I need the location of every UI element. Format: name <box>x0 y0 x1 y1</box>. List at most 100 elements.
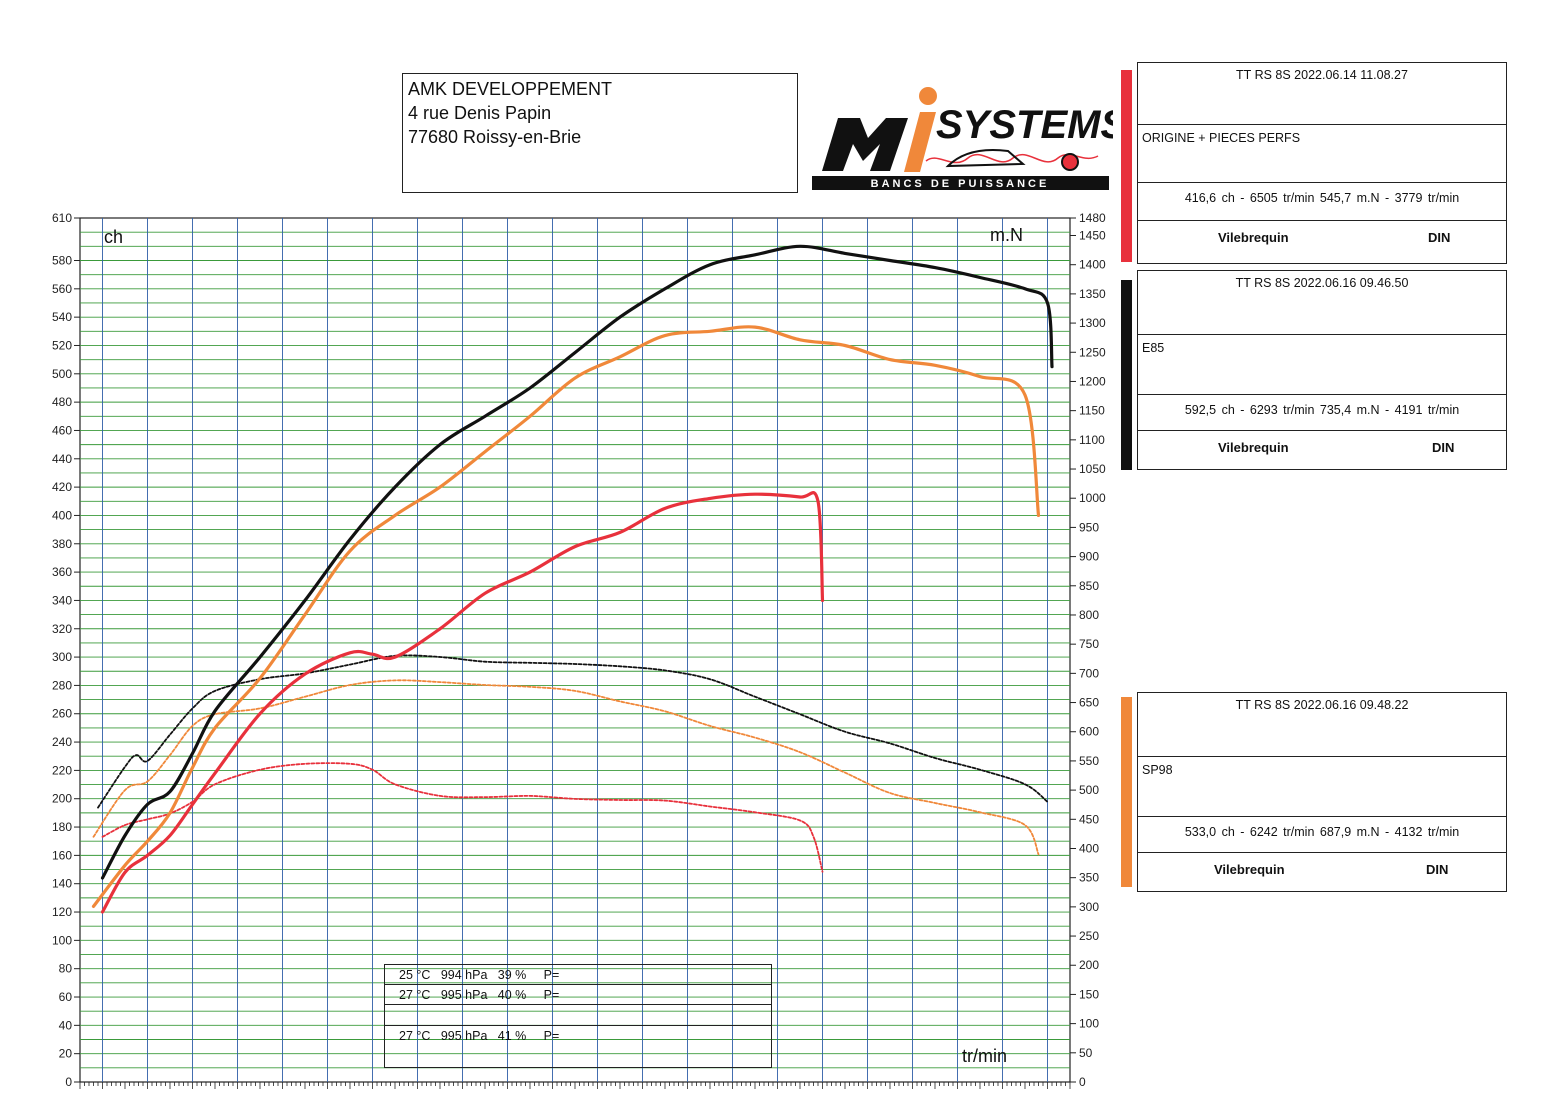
right-tick-label: 1480 <box>1079 211 1106 225</box>
run-box-origine: TT RS 8S 2022.06.14 11.08.27 ORIGINE + P… <box>1137 62 1507 264</box>
misystems-logo: SYSTEMS BANCS DE PUISSANCE <box>812 87 1113 190</box>
right-tick-label: 150 <box>1079 987 1099 1001</box>
right-tick-label: 300 <box>1079 900 1099 914</box>
right-tick-label: 1000 <box>1079 491 1106 505</box>
right-tick-label: 850 <box>1079 579 1099 593</box>
run-result: 416,6 ch - 6505 tr/min 545,7 m.N - 3779 … <box>1138 183 1506 221</box>
left-tick-label: 440 <box>52 452 72 466</box>
right-tick-label: 1300 <box>1079 316 1106 330</box>
left-tick-label: 340 <box>52 593 72 607</box>
run-description: SP98 <box>1138 757 1506 817</box>
right-tick-label: 550 <box>1079 754 1099 768</box>
left-tick-label: 540 <box>52 310 72 324</box>
chart-curves <box>91 244 1054 914</box>
run2-color-bar <box>1121 280 1132 470</box>
right-tick-label: 1150 <box>1079 404 1105 418</box>
right-tick-label: 650 <box>1079 696 1099 710</box>
left-tick-label: 140 <box>52 877 72 891</box>
chart-grid <box>79 217 1071 1089</box>
power-curve-e85 <box>100 244 1054 880</box>
left-axis-ticks: 0 20 40 60 80 100 120 140 160 180 200 220 240 260 280 3… <box>52 211 80 1089</box>
run-foot-right: DIN <box>1432 440 1455 455</box>
right-tick-label: 50 <box>1079 1046 1093 1060</box>
condition-row: 25 °C 994 hPa 39 % P= <box>385 965 771 985</box>
plot-area <box>79 217 1071 1083</box>
right-tick-label: 800 <box>1079 608 1099 622</box>
left-tick-label: 180 <box>52 820 72 834</box>
right-tick-label: 400 <box>1079 841 1099 855</box>
torque-curve-origine-pieces-perfs <box>101 762 824 873</box>
left-tick-label: 200 <box>52 792 72 806</box>
power-curve-sp98 <box>91 325 1041 908</box>
right-tick-label: 200 <box>1079 958 1099 972</box>
left-tick-label: 240 <box>52 735 72 749</box>
x-axis-label: tr/min <box>962 1046 1007 1066</box>
left-tick-label: 260 <box>52 707 72 721</box>
run-foot-right: DIN <box>1426 862 1449 877</box>
left-tick-label: 220 <box>52 763 72 777</box>
run-description: ORIGINE + PIECES PERFS <box>1138 125 1506 183</box>
right-tick-label: 900 <box>1079 550 1099 564</box>
condition-row: 27 °C 995 hPa 41 % P= <box>399 1029 560 1043</box>
company-street: 4 rue Denis Papin <box>408 103 552 123</box>
left-tick-label: 160 <box>52 848 72 862</box>
right-tick-label: 1400 <box>1079 258 1106 272</box>
left-tick-label: 120 <box>52 905 72 919</box>
run-foot-left: Vilebrequin <box>1214 862 1285 877</box>
right-tick-label: 450 <box>1079 812 1099 826</box>
run-foot-right: DIN <box>1428 230 1451 245</box>
right-tick-label: 1450 <box>1079 229 1106 243</box>
left-tick-label: 280 <box>52 678 72 692</box>
condition-row <box>385 1005 771 1026</box>
right-tick-label: 500 <box>1079 783 1099 797</box>
run3-color-bar <box>1121 697 1132 887</box>
torque-curve-sp98 <box>92 679 1040 856</box>
run-box-sp98: TT RS 8S 2022.06.16 09.48.22 SP98 533,0 … <box>1137 692 1507 892</box>
run-title: TT RS 8S 2022.06.14 11.08.27 <box>1138 63 1506 125</box>
left-tick-label: 0 <box>65 1075 72 1089</box>
left-tick-label: 520 <box>52 338 72 352</box>
left-tick-label: 380 <box>52 537 72 551</box>
company-address-box: AMK DEVELOPPEMENT 4 rue Denis Papin 7768… <box>402 73 798 193</box>
right-tick-label: 1200 <box>1079 374 1106 388</box>
left-tick-label: 580 <box>52 253 72 267</box>
left-tick-label: 500 <box>52 367 72 381</box>
right-tick-label: 1250 <box>1079 345 1106 359</box>
run-foot-left: Vilebrequin <box>1218 440 1289 455</box>
right-tick-label: 350 <box>1079 871 1099 885</box>
right-axis-label: m.N <box>990 225 1023 245</box>
run-result: 592,5 ch - 6293 tr/min 735,4 m.N - 4191 … <box>1138 395 1506 431</box>
conditions-table: 25 °C 994 hPa 39 % P= 27 °C 995 hPa 40 %… <box>384 964 772 1068</box>
right-tick-label: 750 <box>1079 637 1099 651</box>
left-axis-label: ch <box>104 227 124 247</box>
left-tick-label: 610 <box>52 211 72 225</box>
logo-text: SYSTEMS <box>936 103 1113 147</box>
condition-row: 27 °C 995 hPa 40 % P= <box>385 985 771 1005</box>
right-tick-label: 0 <box>1079 1075 1086 1089</box>
left-tick-label: 360 <box>52 565 72 579</box>
left-tick-label: 320 <box>52 622 72 636</box>
run-result: 533,0 ch - 6242 tr/min 687,9 m.N - 4132 … <box>1138 817 1506 853</box>
left-tick-label: 560 <box>52 282 72 296</box>
left-tick-label: 60 <box>59 990 73 1004</box>
right-tick-label: 1350 <box>1079 287 1106 301</box>
right-tick-label: 950 <box>1079 520 1099 534</box>
left-tick-label: 400 <box>52 508 72 522</box>
left-tick-label: 420 <box>52 480 72 494</box>
torque-curve-e85 <box>97 654 1049 809</box>
right-axis-ticks: 0 50 100 150 200 250 300 350 400 450 500 550 600 650 7… <box>1070 211 1106 1089</box>
right-tick-label: 250 <box>1079 929 1099 943</box>
run-title: TT RS 8S 2022.06.16 09.46.50 <box>1138 271 1506 335</box>
run-box-e85: TT RS 8S 2022.06.16 09.46.50 E85 592,5 c… <box>1137 270 1507 470</box>
right-tick-label: 1100 <box>1079 433 1105 447</box>
left-tick-label: 480 <box>52 395 72 409</box>
run-title: TT RS 8S 2022.06.16 09.48.22 <box>1138 693 1506 757</box>
right-tick-label: 1050 <box>1079 462 1106 476</box>
run-description: E85 <box>1138 335 1506 395</box>
left-tick-label: 20 <box>59 1047 73 1061</box>
left-tick-label: 300 <box>52 650 72 664</box>
left-tick-label: 100 <box>52 933 72 947</box>
run-foot-left: Vilebrequin <box>1218 230 1289 245</box>
power-curve-origine-pieces-perfs <box>100 491 825 914</box>
